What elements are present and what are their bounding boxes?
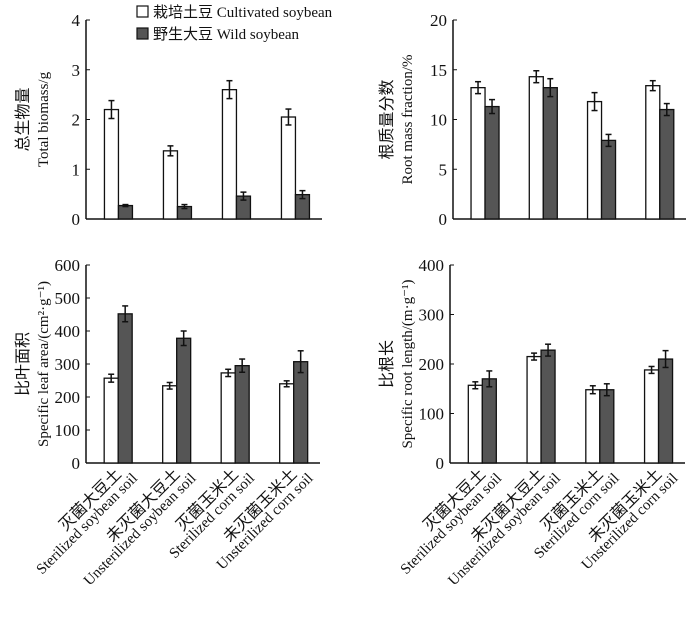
bar-wild (540, 349, 556, 464)
bar-cultivated (586, 100, 603, 220)
bar-cultivated (526, 355, 542, 464)
y-tick-label: 0 (436, 454, 445, 473)
bar-cultivated (280, 116, 297, 220)
bar-wild (481, 378, 497, 464)
y-tick-label: 200 (419, 355, 445, 374)
bar-cultivated (162, 385, 178, 464)
chart-panel-2: 0 5 10 15 20 根质量分数 Root mass fraction/% (377, 11, 686, 229)
y-tick-label: 400 (55, 322, 81, 341)
bar-cultivated (220, 372, 236, 464)
bar-cultivated (221, 89, 238, 220)
bar-cultivated (103, 377, 119, 464)
bar-wild (117, 204, 134, 220)
legend-label: 栽培土豆 Cultivated soybean (153, 4, 333, 21)
bar-cultivated (528, 76, 544, 220)
y-tick-label: 20 (430, 11, 447, 30)
bar-wild (234, 364, 250, 464)
legend-swatch-cultivated (136, 5, 149, 18)
y-tick-label: 2 (72, 111, 81, 130)
y-tick-label: 100 (55, 421, 81, 440)
y-tick-label: 4 (72, 11, 81, 30)
y-tick-label: 400 (419, 256, 445, 275)
bar-wild (176, 337, 192, 464)
bar-wild (600, 139, 617, 220)
y-tick-label: 0 (72, 210, 81, 229)
y-axis-label-cn: 比根长 (377, 340, 396, 388)
legend: 栽培土豆 Cultivated soybean 野生大豆 Wild soybean (136, 4, 333, 43)
chart-panel-3: 0 100 200 300 400 500 600 比叶面积 Specific leaf are… (13, 256, 320, 589)
y-axis-label-cn: 比叶面积 (13, 332, 32, 396)
bar-wild (293, 361, 309, 464)
y-axis-label-cn: 总生物量 (13, 87, 32, 151)
y-axis-label: Total biomass/g (36, 71, 52, 167)
bar-wild (484, 105, 500, 220)
bar-cultivated (162, 150, 179, 220)
bar-cultivated (279, 383, 295, 464)
bar-cultivated (467, 384, 483, 464)
bar-wild (657, 358, 674, 464)
legend-swatch-wild (136, 27, 149, 40)
bar-cultivated (585, 389, 601, 464)
y-tick-label: 100 (419, 405, 445, 424)
y-tick-label: 500 (55, 289, 81, 308)
chart-panel-4: 0 100 200 300 400 比根长 Specific root length/(m·… (377, 256, 685, 589)
bar-wild (117, 313, 133, 464)
y-tick-label: 0 (439, 210, 448, 229)
y-tick-label: 300 (419, 306, 445, 325)
bar-wild (542, 87, 558, 220)
y-tick-label: 10 (430, 111, 447, 130)
y-axis-label: Specific root length/(m·g⁻¹) (400, 279, 416, 448)
y-tick-label: 300 (55, 355, 81, 374)
bar-cultivated (470, 87, 486, 220)
bar-wild (659, 108, 675, 220)
bar-cultivated (103, 108, 120, 220)
y-tick-label: 3 (72, 61, 81, 80)
bar-cultivated (643, 369, 660, 464)
y-tick-label: 1 (72, 160, 81, 179)
chart-panel-1: 0 1 2 3 4 总生物量 Total biomass/g (13, 11, 322, 229)
bar-wild (599, 389, 615, 464)
y-tick-label: 15 (430, 61, 447, 80)
bar-cultivated (645, 85, 661, 220)
y-axis-label: Specific leaf area/(cm²·g⁻¹) (36, 281, 52, 447)
y-tick-label: 600 (55, 256, 81, 275)
y-tick-label: 5 (439, 160, 448, 179)
y-tick-label: 200 (55, 388, 81, 407)
y-axis-label-cn: 根质量分数 (377, 79, 396, 159)
y-axis-label: Root mass fraction/% (400, 55, 416, 185)
legend-label: 野生大豆 Wild soybean (153, 26, 300, 43)
y-tick-label: 0 (72, 454, 81, 473)
